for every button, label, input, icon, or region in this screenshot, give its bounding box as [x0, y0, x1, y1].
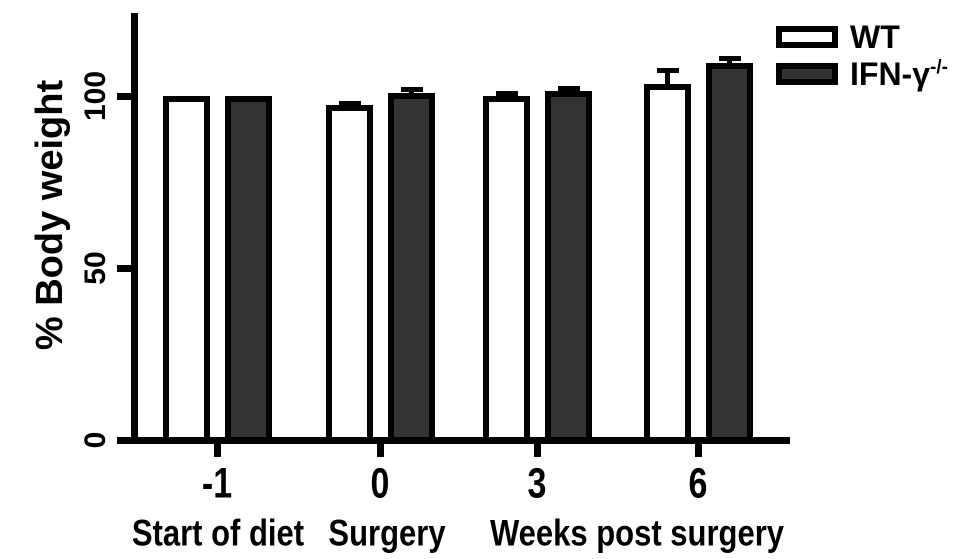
ifng-legend-label-text: IFN-γ — [850, 55, 930, 92]
y-axis-tick — [117, 93, 132, 100]
bar-ifng-6 — [706, 63, 753, 444]
ifng-legend-swatch — [776, 62, 838, 85]
legend-item-wt: WT — [776, 18, 948, 55]
y-axis-tick — [117, 437, 132, 444]
legend: WT IFN-γ-/- — [776, 18, 948, 92]
legend-item-ifng: IFN-γ-/- — [776, 55, 948, 92]
x-axis-tick — [694, 444, 702, 457]
y-axis-title: % Body weight — [28, 79, 71, 351]
bar-wt--1 — [163, 96, 210, 444]
x-axis-caption: Surgery — [328, 512, 446, 554]
y-axis-tick-label: 100 — [79, 70, 112, 122]
x-axis-tick-label: 3 — [527, 460, 547, 508]
bar-ifng--1 — [225, 96, 272, 444]
x-axis-tick — [213, 444, 221, 457]
wt-legend-label: WT — [850, 18, 900, 55]
bar-ifng-0 — [388, 92, 435, 444]
wt-legend-swatch — [776, 25, 838, 48]
error-bar-cap — [656, 68, 679, 74]
bar-ifng-3 — [545, 90, 592, 444]
x-axis-tick-label: 6 — [688, 460, 708, 508]
bar-wt-6 — [644, 83, 691, 444]
error-bar-cap — [400, 87, 423, 93]
error-bar-cap — [557, 85, 580, 91]
x-axis-tick-label: -1 — [201, 460, 233, 508]
x-axis-tick — [376, 444, 384, 457]
bar-wt-0 — [326, 104, 373, 444]
error-bar-stem — [665, 68, 670, 94]
y-axis-tick-label: 0 — [79, 431, 112, 449]
y-axis-tick-label: 50 — [79, 251, 112, 285]
x-axis-caption: Start of diet — [131, 512, 305, 554]
error-bar-cap — [495, 90, 518, 96]
x-axis-line — [122, 437, 790, 444]
x-axis-tick — [533, 444, 541, 457]
y-axis-tick — [117, 265, 132, 272]
error-bar-cap — [338, 101, 361, 107]
ifng-legend-superscript: -/- — [930, 56, 948, 78]
x-axis-caption: Weeks post surgery — [489, 512, 785, 554]
ifng-legend-label: IFN-γ-/- — [850, 58, 948, 90]
y-axis-line — [131, 13, 138, 444]
bar-wt-3 — [483, 96, 530, 444]
x-axis-tick-label: 0 — [370, 460, 390, 508]
error-bar-cap — [718, 56, 741, 62]
